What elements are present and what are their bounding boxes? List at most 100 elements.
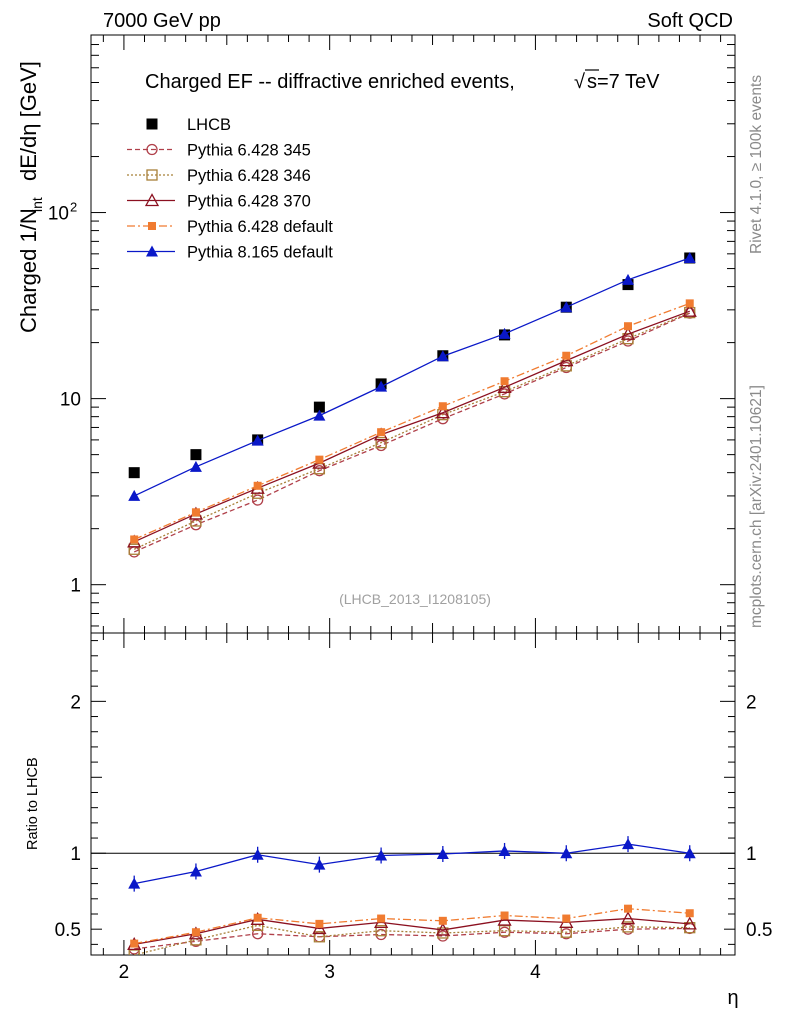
x-tick-label: 4 bbox=[530, 962, 541, 983]
main-point bbox=[497, 379, 512, 393]
chart-title-energy: s=7 TeV bbox=[587, 71, 660, 93]
main-point bbox=[252, 494, 264, 506]
legend-label: Pythia 6.428 345 bbox=[187, 142, 311, 160]
ratio-series-line bbox=[134, 917, 690, 946]
ratio-point bbox=[560, 847, 573, 859]
main-point bbox=[190, 449, 202, 461]
ratio-point bbox=[438, 916, 447, 925]
ratio-y-tick-label: 1 bbox=[70, 844, 81, 865]
ratio-series-2 bbox=[127, 911, 697, 951]
ratio-y-tick-label: 0.5 bbox=[55, 920, 81, 941]
y-axis-label-main: Charged 1/N bbox=[16, 208, 41, 333]
ratio-point bbox=[622, 838, 635, 850]
legend-marker bbox=[144, 193, 160, 207]
main-series-line bbox=[133, 257, 690, 497]
ratio-point bbox=[562, 914, 571, 923]
main-point bbox=[622, 273, 635, 285]
ratio-point bbox=[128, 877, 141, 889]
ratio-point bbox=[312, 921, 327, 935]
ratio-point bbox=[620, 911, 636, 925]
ratio-point bbox=[685, 909, 694, 918]
main-point bbox=[313, 401, 325, 413]
ratio-y-tick-label-right: 1 bbox=[746, 844, 757, 865]
legend-entry: Pythia 6.428 346 bbox=[127, 167, 311, 185]
legend-entry: Pythia 8.165 default bbox=[127, 244, 333, 262]
legend-entry: LHCB bbox=[146, 116, 231, 134]
y-tick-label: 10 bbox=[48, 204, 69, 225]
main-point bbox=[683, 251, 696, 263]
legend-marker bbox=[146, 169, 158, 181]
legend-label: Pythia 6.428 default bbox=[187, 218, 333, 236]
ratio-panel-frame bbox=[90, 632, 736, 956]
main-point bbox=[313, 409, 326, 421]
ratio-series-4 bbox=[128, 836, 696, 892]
main-point bbox=[189, 460, 202, 472]
ratio-point bbox=[498, 844, 511, 856]
ratio-point bbox=[435, 922, 450, 936]
main-series-line bbox=[133, 311, 690, 550]
ratio-series-line bbox=[134, 927, 690, 950]
y-tick-label: 10 bbox=[60, 390, 81, 411]
x-tick-label: 3 bbox=[324, 962, 335, 983]
chart-title: Charged EF -- diffractive enriched event… bbox=[145, 71, 515, 93]
ratio-point bbox=[313, 858, 326, 870]
main-point bbox=[562, 351, 571, 360]
main-point bbox=[685, 299, 694, 308]
ratio-series-line bbox=[134, 924, 690, 955]
legend-marker bbox=[146, 143, 158, 156]
ratio-point bbox=[313, 931, 326, 943]
main-point bbox=[500, 377, 509, 386]
main-point bbox=[191, 508, 200, 517]
main-point bbox=[498, 327, 511, 339]
ratio-point bbox=[191, 928, 200, 937]
legend-label: Pythia 6.428 346 bbox=[187, 167, 311, 185]
main-plot-series bbox=[127, 251, 697, 558]
legend-marker bbox=[148, 222, 156, 230]
main-point bbox=[438, 402, 447, 411]
ratio-point bbox=[375, 925, 387, 937]
main-point bbox=[375, 436, 387, 449]
ratio-point bbox=[253, 913, 262, 922]
legend-entry: Pythia 6.428 345 bbox=[127, 142, 311, 160]
mcplots-label: mcplots.cern.ch [arXiv:2401.10621] bbox=[748, 385, 765, 628]
legend-entry: Pythia 6.428 370 bbox=[127, 193, 311, 211]
legend-marker bbox=[146, 245, 158, 257]
sqrt-sign: √ bbox=[574, 71, 585, 93]
ratio-point bbox=[436, 847, 449, 859]
legend-entry: Pythia 6.428 default bbox=[127, 218, 333, 236]
main-point bbox=[559, 353, 574, 367]
legend-label: Pythia 8.165 default bbox=[187, 244, 333, 262]
main-series-2 bbox=[128, 306, 696, 555]
ratio-point bbox=[189, 865, 202, 877]
main-series-1 bbox=[128, 307, 696, 558]
legend-label: Pythia 6.428 370 bbox=[187, 193, 311, 211]
ratio-point bbox=[500, 911, 509, 920]
ratio-point bbox=[375, 849, 388, 861]
main-series-0 bbox=[128, 252, 696, 479]
ratio-series-line bbox=[134, 908, 690, 945]
ratio-series-line bbox=[134, 843, 690, 885]
main-point bbox=[128, 543, 140, 555]
main-point bbox=[315, 455, 324, 464]
main-series-3 bbox=[127, 303, 697, 548]
y-axis-label-unit: dE/dη [GeV] bbox=[16, 61, 41, 181]
main-point bbox=[253, 481, 262, 490]
main-point bbox=[128, 489, 141, 501]
rivet-label: Rivet 4.1.0, ≥ 100k events bbox=[748, 75, 765, 254]
y-tick-label-exponent: 2 bbox=[70, 200, 77, 215]
main-point bbox=[128, 467, 140, 479]
ratio-point bbox=[682, 916, 697, 930]
ratio-point bbox=[622, 921, 634, 933]
ratio-series-3 bbox=[130, 904, 694, 948]
ratio-point bbox=[497, 912, 512, 926]
main-series-4 bbox=[130, 299, 694, 544]
main-series-line bbox=[133, 312, 691, 553]
main-point bbox=[130, 535, 139, 544]
main-point bbox=[620, 326, 636, 340]
main-series-line bbox=[133, 310, 690, 543]
header-left: 7000 GeV pp bbox=[103, 10, 221, 32]
main-point bbox=[560, 301, 573, 313]
ratio-plot-series bbox=[127, 836, 697, 955]
ratio-y-tick-label: 2 bbox=[70, 692, 81, 713]
